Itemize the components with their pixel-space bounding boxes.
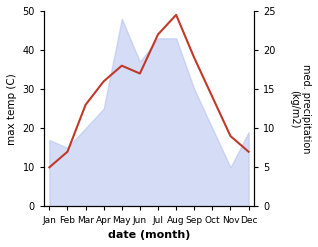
Y-axis label: max temp (C): max temp (C) bbox=[7, 73, 17, 144]
X-axis label: date (month): date (month) bbox=[108, 230, 190, 240]
Y-axis label: med. precipitation
(kg/m2): med. precipitation (kg/m2) bbox=[289, 64, 311, 153]
